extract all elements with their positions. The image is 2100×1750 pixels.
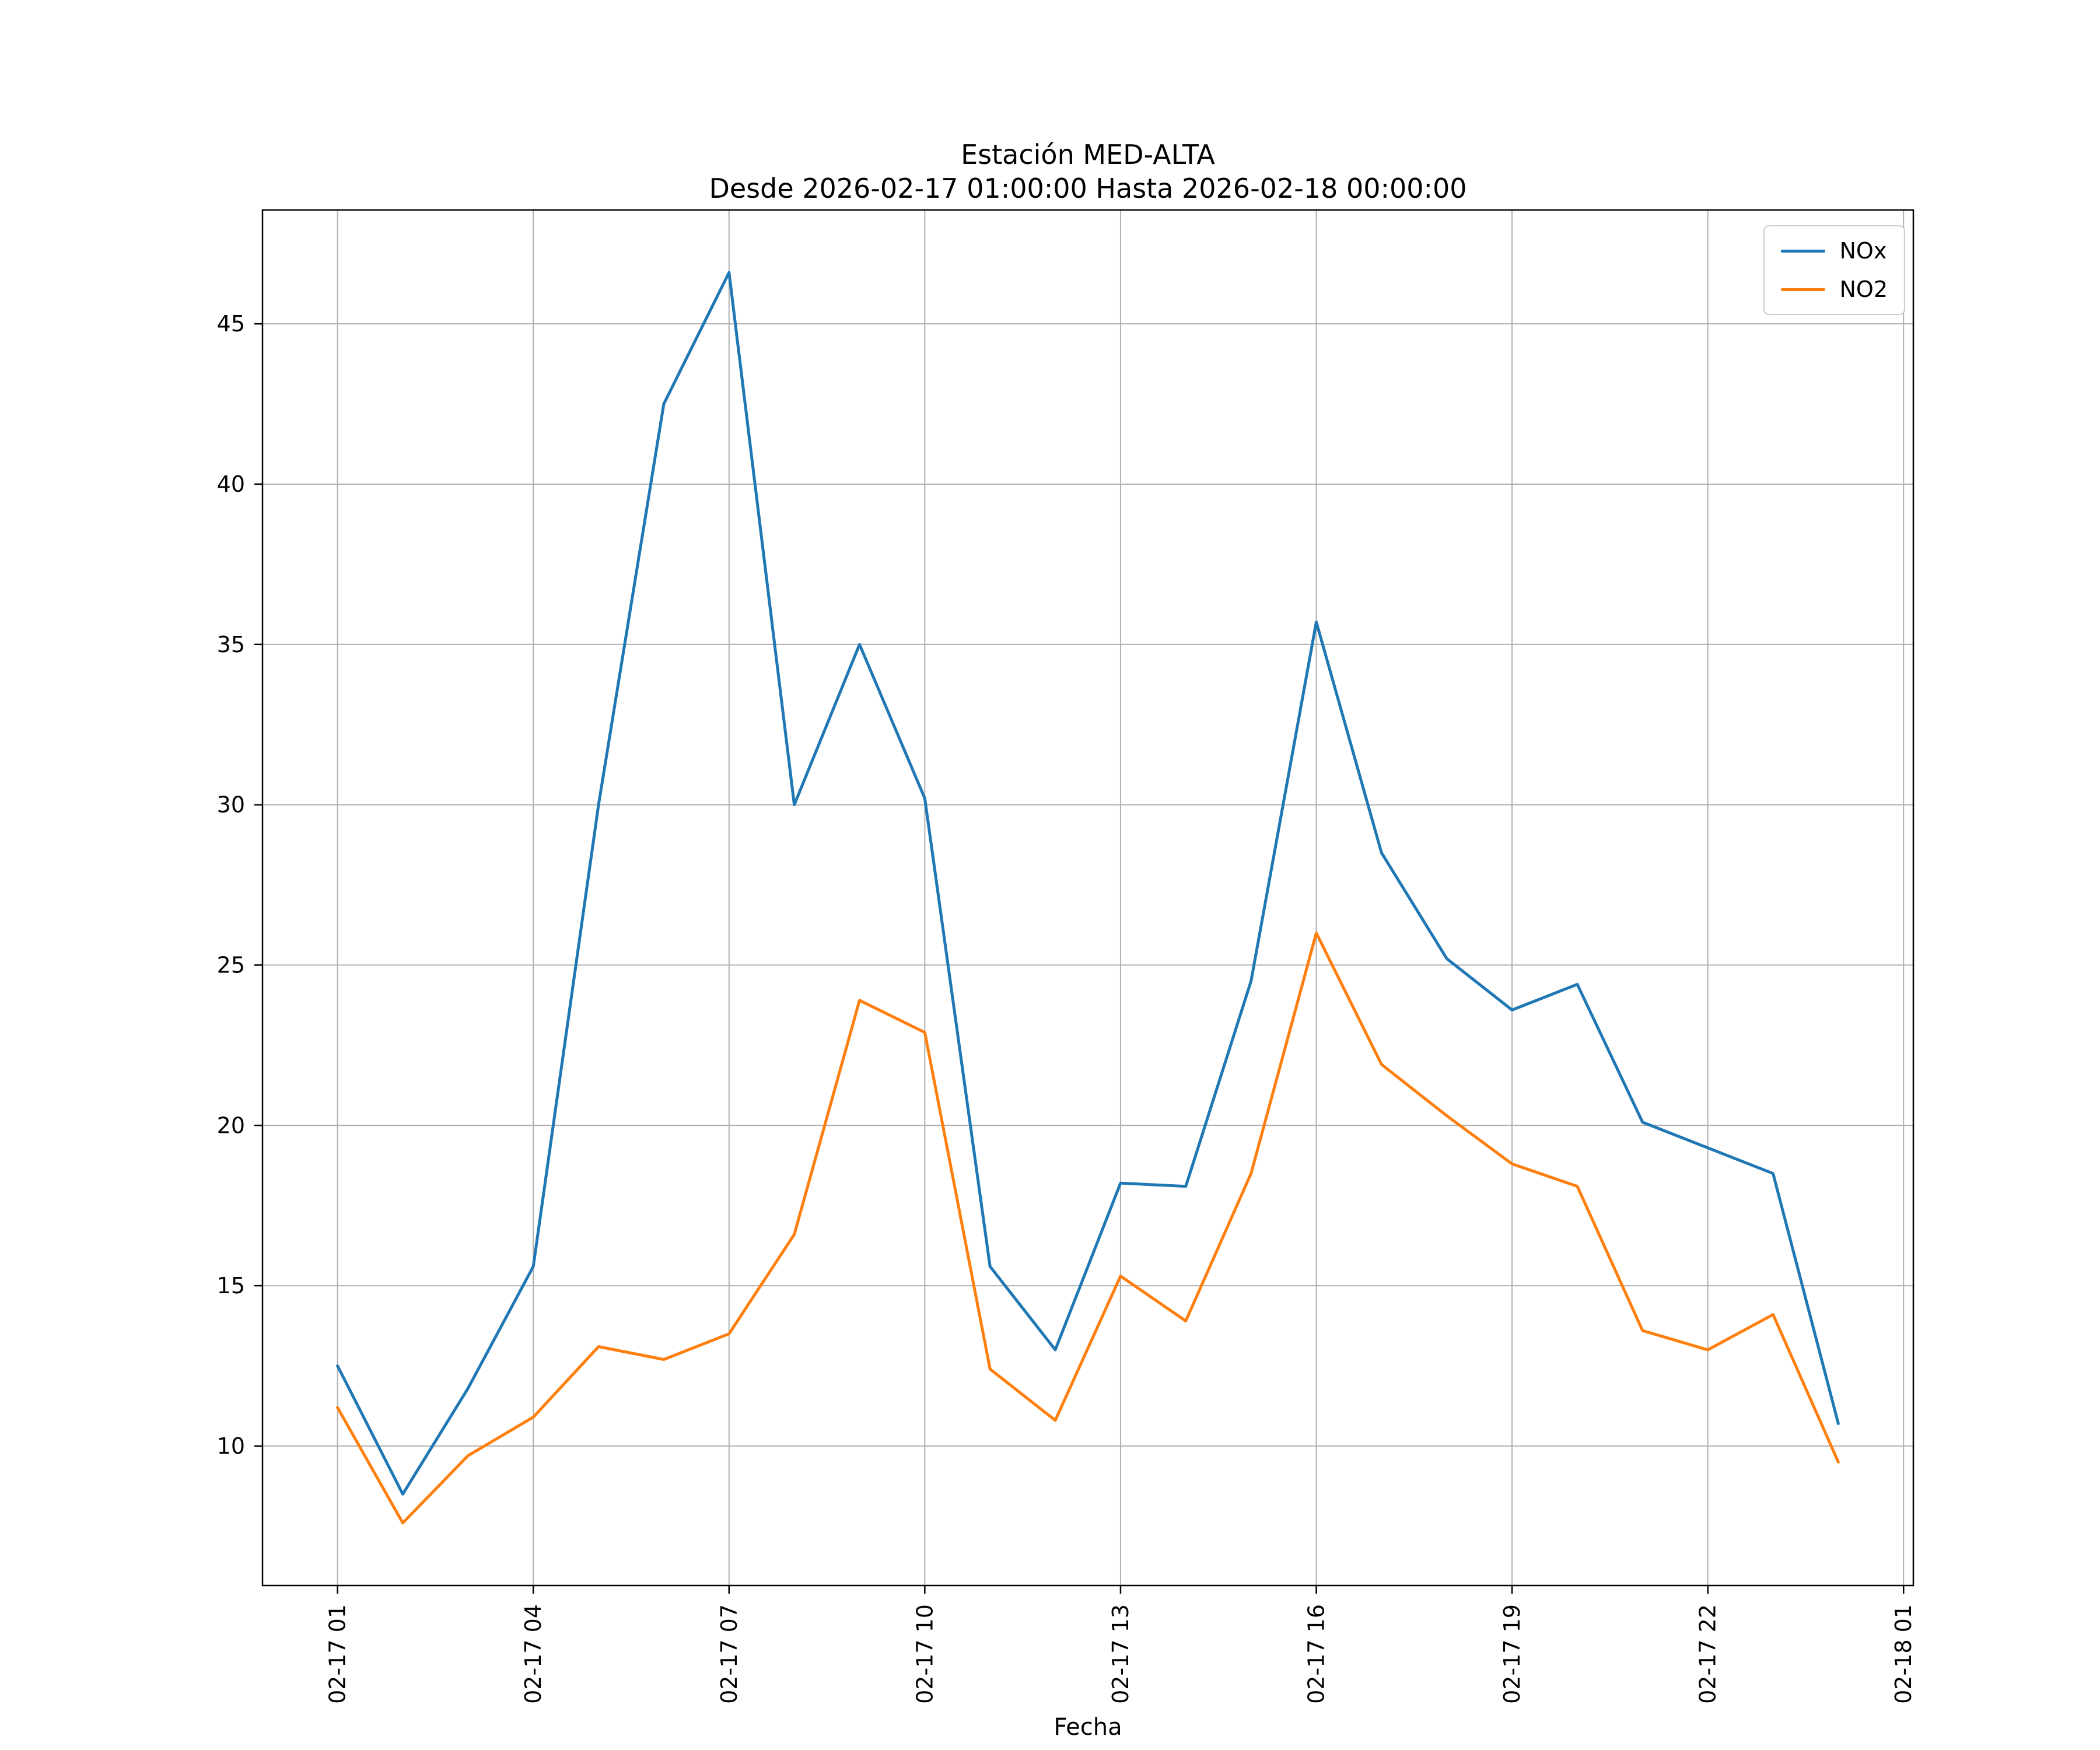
x-tick-label: 02-17 19 [1499,1604,1525,1704]
chart-title: Estación MED-ALTA Desde 2026-02-17 01:00… [262,138,1913,205]
y-tick-label: 10 [217,1433,245,1459]
legend-item-no2: NO2 [1781,276,1888,302]
y-tick-label: 35 [217,632,245,657]
y-tick-label: 25 [217,952,245,978]
x-tick-label: 02-17 01 [325,1604,351,1704]
x-tick-label: 02-18 01 [1891,1604,1916,1704]
legend-label-no2: NO2 [1839,276,1888,302]
y-tick-label: 40 [217,471,245,497]
legend: NOx NO2 [1763,225,1905,315]
legend-item-nox: NOx [1781,238,1888,264]
x-tick-label: 02-17 22 [1695,1604,1721,1704]
chart-title-line2: Desde 2026-02-17 01:00:00 Hasta 2026-02-… [709,173,1467,204]
no2-line-sample-icon [1781,288,1826,291]
axes-spines [261,209,1915,1587]
series-line-nox [336,271,1840,1496]
x-tick-label: 02-17 04 [520,1604,546,1704]
x-tick-label: 02-17 16 [1304,1604,1329,1704]
x-axis-label: Fecha [1054,1714,1122,1741]
y-tick-label: 45 [217,311,245,337]
legend-label-nox: NOx [1839,238,1887,264]
x-tick-label: 02-17 07 [716,1604,742,1704]
y-tick-label: 15 [217,1273,245,1298]
x-tick-label: 02-17 13 [1108,1604,1133,1704]
y-tick-label: 20 [217,1112,245,1138]
chart-title-line1: Estación MED-ALTA [961,139,1215,170]
series-line-no2 [336,931,1840,1525]
nox-line-sample-icon [1781,249,1826,253]
y-tick-label: 30 [217,792,245,818]
x-tick-label: 02-17 10 [912,1604,937,1704]
